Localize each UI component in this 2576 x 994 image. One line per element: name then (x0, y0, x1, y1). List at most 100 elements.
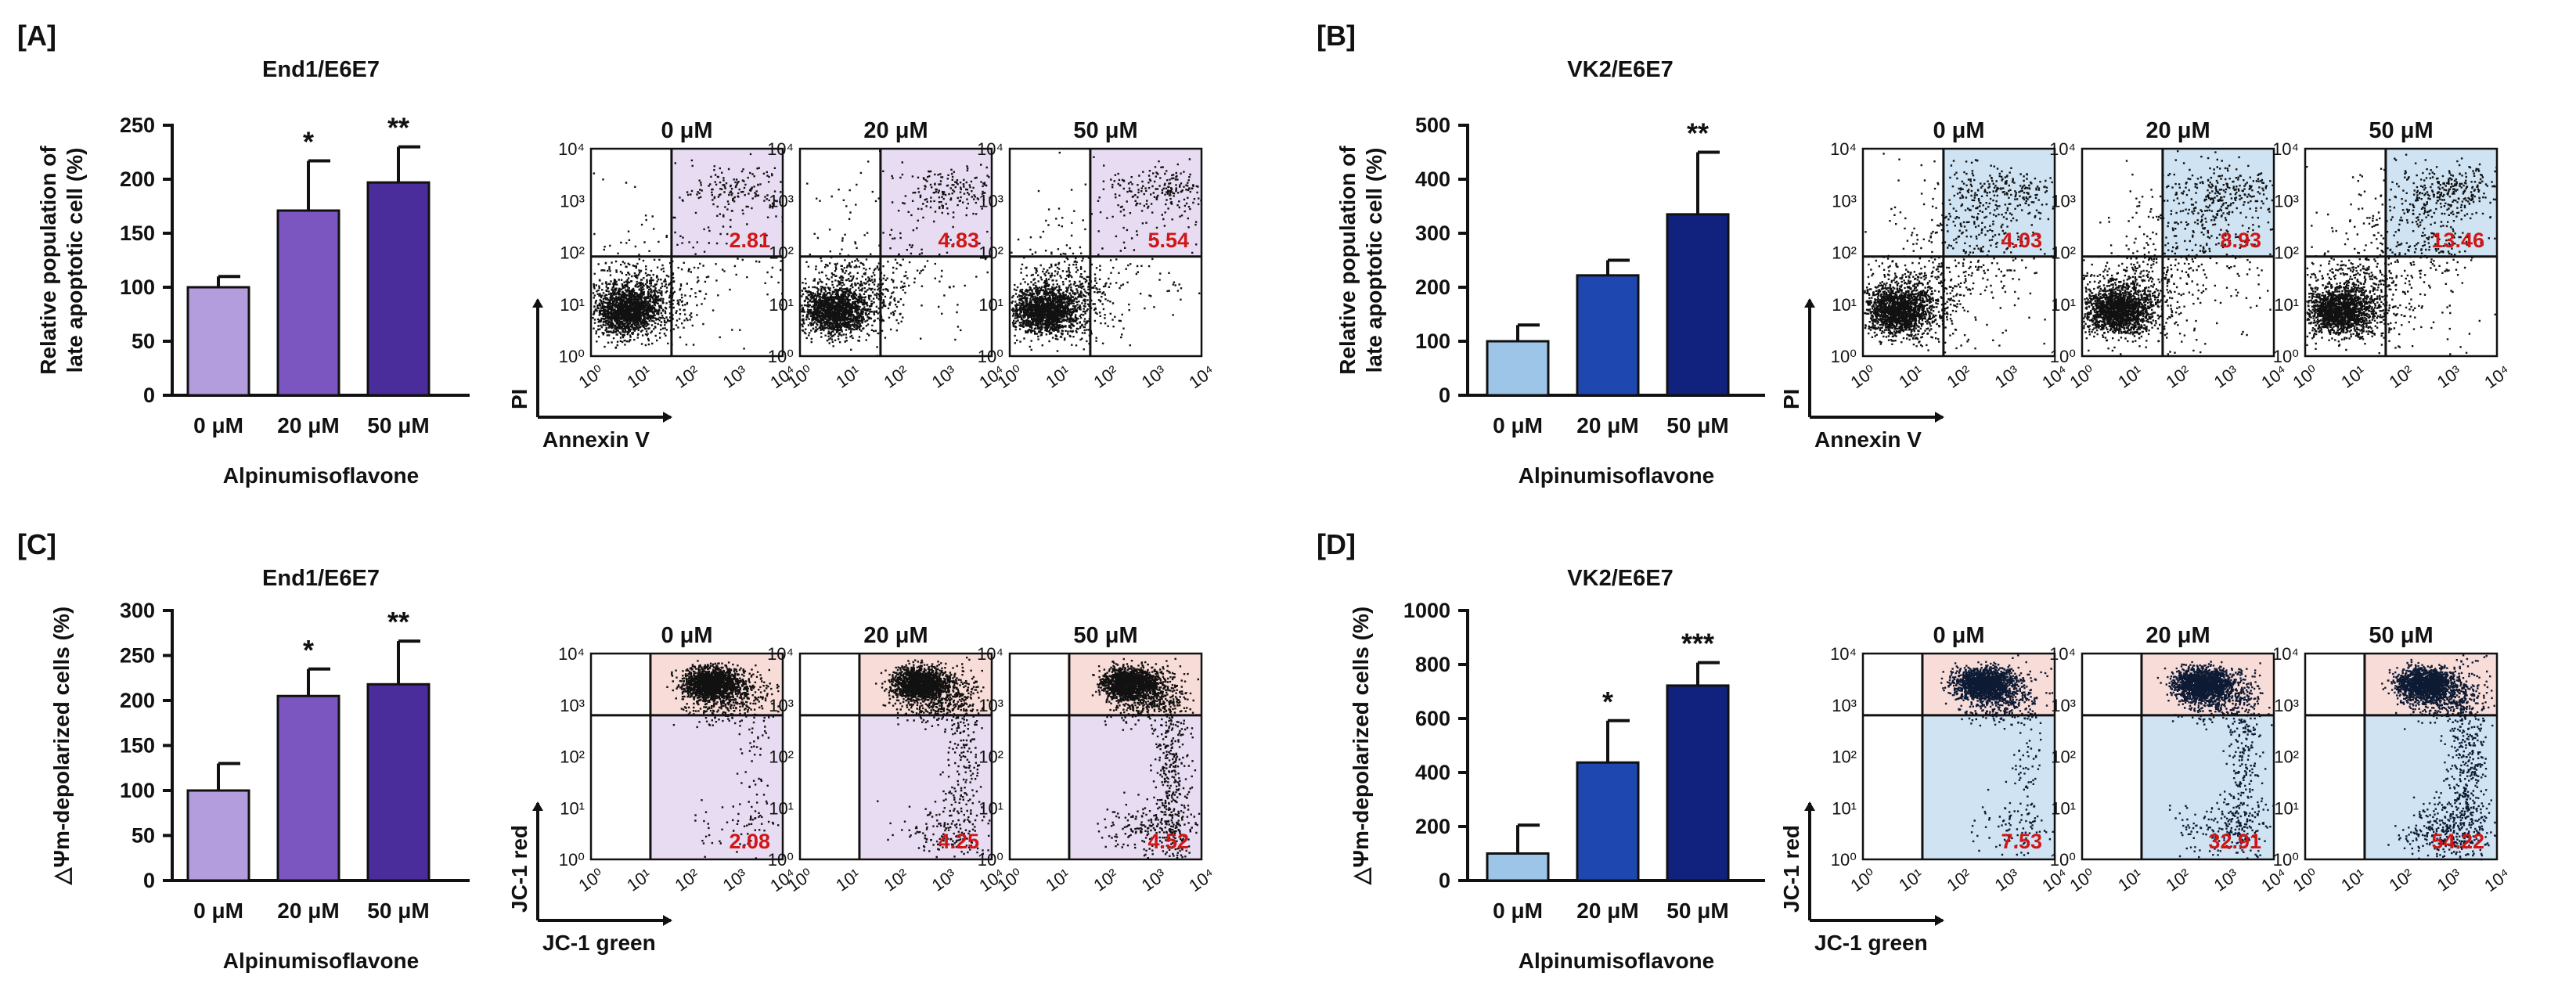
y-log-tick: 10¹ (2051, 295, 2076, 315)
gate-region (1922, 715, 2055, 859)
y-log-tick: 10¹ (978, 295, 1003, 315)
plot-frame (1861, 652, 2056, 861)
gate-region (1943, 149, 2055, 257)
x-log-tick: 10³ (928, 865, 960, 895)
gate-percentage: 8.93 (2220, 229, 2261, 252)
flow-title: 0 μM (1933, 623, 1984, 648)
y-axis-label: late apoptotic cell (%) (63, 148, 87, 373)
y-log-tick: 10⁰ (559, 347, 585, 366)
bar (366, 181, 431, 397)
gate-region (2364, 715, 2497, 859)
y-log-tick: 10⁴ (767, 139, 794, 159)
flow-title: 50 μM (1073, 118, 1137, 143)
x-log-tick: 10¹ (1895, 865, 1926, 895)
y-log-tick: 10² (2274, 243, 2299, 263)
y-log-tick: 10² (1832, 747, 1857, 767)
panel-a: [A] End1/E6E7 0 50 100 150 200 250 Relative popu… (17, 20, 1218, 488)
gate-percentage: 2.81 (729, 229, 770, 252)
x-log-tick: 10² (881, 865, 912, 895)
y-log-tick: 10³ (2051, 696, 2076, 715)
x-log-tick: 10² (2163, 865, 2194, 895)
x-axis-title: Alpinumisoflavone (1519, 463, 1714, 488)
x-log-tick: 10¹ (1895, 362, 1926, 392)
flow-plot: 0 μM 2.81 10⁰ 10⁰ 10¹ 10¹ 10² 10² 10³ 10³ 10⁴ 10⁴ (558, 118, 799, 392)
bar (1486, 852, 1550, 882)
gate-percentage: 4.83 (938, 229, 979, 252)
arrowhead-icon (663, 412, 672, 423)
x-tick-label: 20 μM (277, 413, 339, 438)
y-tick-label: 400 (1415, 761, 1450, 784)
x-log-tick: 10³ (719, 362, 751, 392)
bar (366, 682, 431, 882)
y-log-tick: 10⁰ (2050, 347, 2076, 366)
y-log-tick: 10⁰ (768, 347, 794, 366)
x-axis-title: Alpinumisoflavone (223, 463, 419, 488)
gate-region (650, 715, 783, 859)
x-log-tick: 10² (1944, 865, 1975, 895)
x-log-tick: 10¹ (2337, 865, 2369, 895)
y-tick-label: 200 (1415, 815, 1450, 838)
y-tick-label: 800 (1415, 653, 1450, 676)
x-log-tick: 10³ (2210, 865, 2242, 895)
x-log-tick: 10² (1090, 362, 1122, 392)
significance-mark: * (303, 126, 314, 158)
flow-y-axis-label: JC-1 red (507, 825, 531, 913)
y-log-tick: 10⁴ (558, 644, 585, 664)
significance-mark: * (1602, 686, 1613, 718)
y-log-tick: 10⁴ (2049, 139, 2076, 159)
flow-y-axis-label: JC-1 red (1779, 825, 1803, 913)
x-log-tick: 10¹ (2114, 362, 2145, 392)
y-log-tick: 10⁰ (1831, 850, 1857, 870)
y-log-tick: 10¹ (2051, 798, 2076, 818)
panel-b: [B] VK2/E6E7 0 100 200 300 400 500 Relative popu… (1317, 20, 2513, 488)
y-log-tick: 10³ (769, 696, 794, 715)
gate-percentage: 7.53 (2001, 830, 2042, 853)
y-log-tick: 10³ (2051, 191, 2076, 211)
flow-title: 50 μM (2369, 118, 2433, 143)
x-log-tick: 10³ (2210, 362, 2242, 392)
y-log-tick: 10⁴ (558, 139, 585, 159)
plot-frame (589, 147, 784, 358)
x-tick-label: 0 μM (193, 899, 243, 923)
x-log-tick: 10¹ (2114, 865, 2145, 895)
y-log-tick: 10² (769, 243, 794, 263)
y-tick-label: 300 (120, 599, 155, 622)
y-axis-label: Relative population of (1335, 146, 1360, 375)
x-log-tick: 10⁴ (1185, 864, 1218, 895)
scatter-points (2083, 150, 2274, 355)
panel-letter: [B] (1317, 20, 1356, 52)
plot-frame (2081, 652, 2275, 861)
y-log-tick: 10² (769, 747, 794, 767)
y-tick-label: 250 (120, 644, 155, 668)
x-log-tick: 10³ (2434, 362, 2465, 392)
y-tick-label: 150 (120, 221, 155, 245)
y-log-tick: 10⁰ (978, 850, 1003, 870)
panel-title: VK2/E6E7 (1567, 57, 1673, 82)
y-log-tick: 10² (560, 243, 585, 263)
y-tick-label: 50 (132, 330, 155, 353)
x-log-tick: 10³ (1138, 362, 1169, 392)
x-log-tick: 10³ (1138, 865, 1169, 895)
x-log-tick: 10² (672, 362, 703, 392)
x-tick-label: 0 μM (1493, 899, 1543, 923)
scatter-points (801, 149, 993, 357)
x-log-tick: 10¹ (832, 362, 863, 392)
scatter-points (1940, 654, 2054, 856)
significance-mark: * (303, 634, 314, 666)
flow-x-axis-label: JC-1 green (1814, 931, 1928, 955)
y-log-tick: 10⁴ (977, 139, 1003, 159)
plot-frame (1008, 147, 1203, 358)
y-log-tick: 10¹ (1832, 798, 1857, 818)
x-log-tick: 10² (2163, 362, 2194, 392)
y-log-tick: 10³ (1832, 696, 1857, 715)
y-log-tick: 10³ (978, 191, 1003, 211)
gate-region (1090, 149, 1202, 257)
y-log-tick: 10⁰ (2273, 347, 2299, 366)
bar (276, 209, 340, 397)
x-log-tick: 10¹ (2337, 362, 2369, 392)
